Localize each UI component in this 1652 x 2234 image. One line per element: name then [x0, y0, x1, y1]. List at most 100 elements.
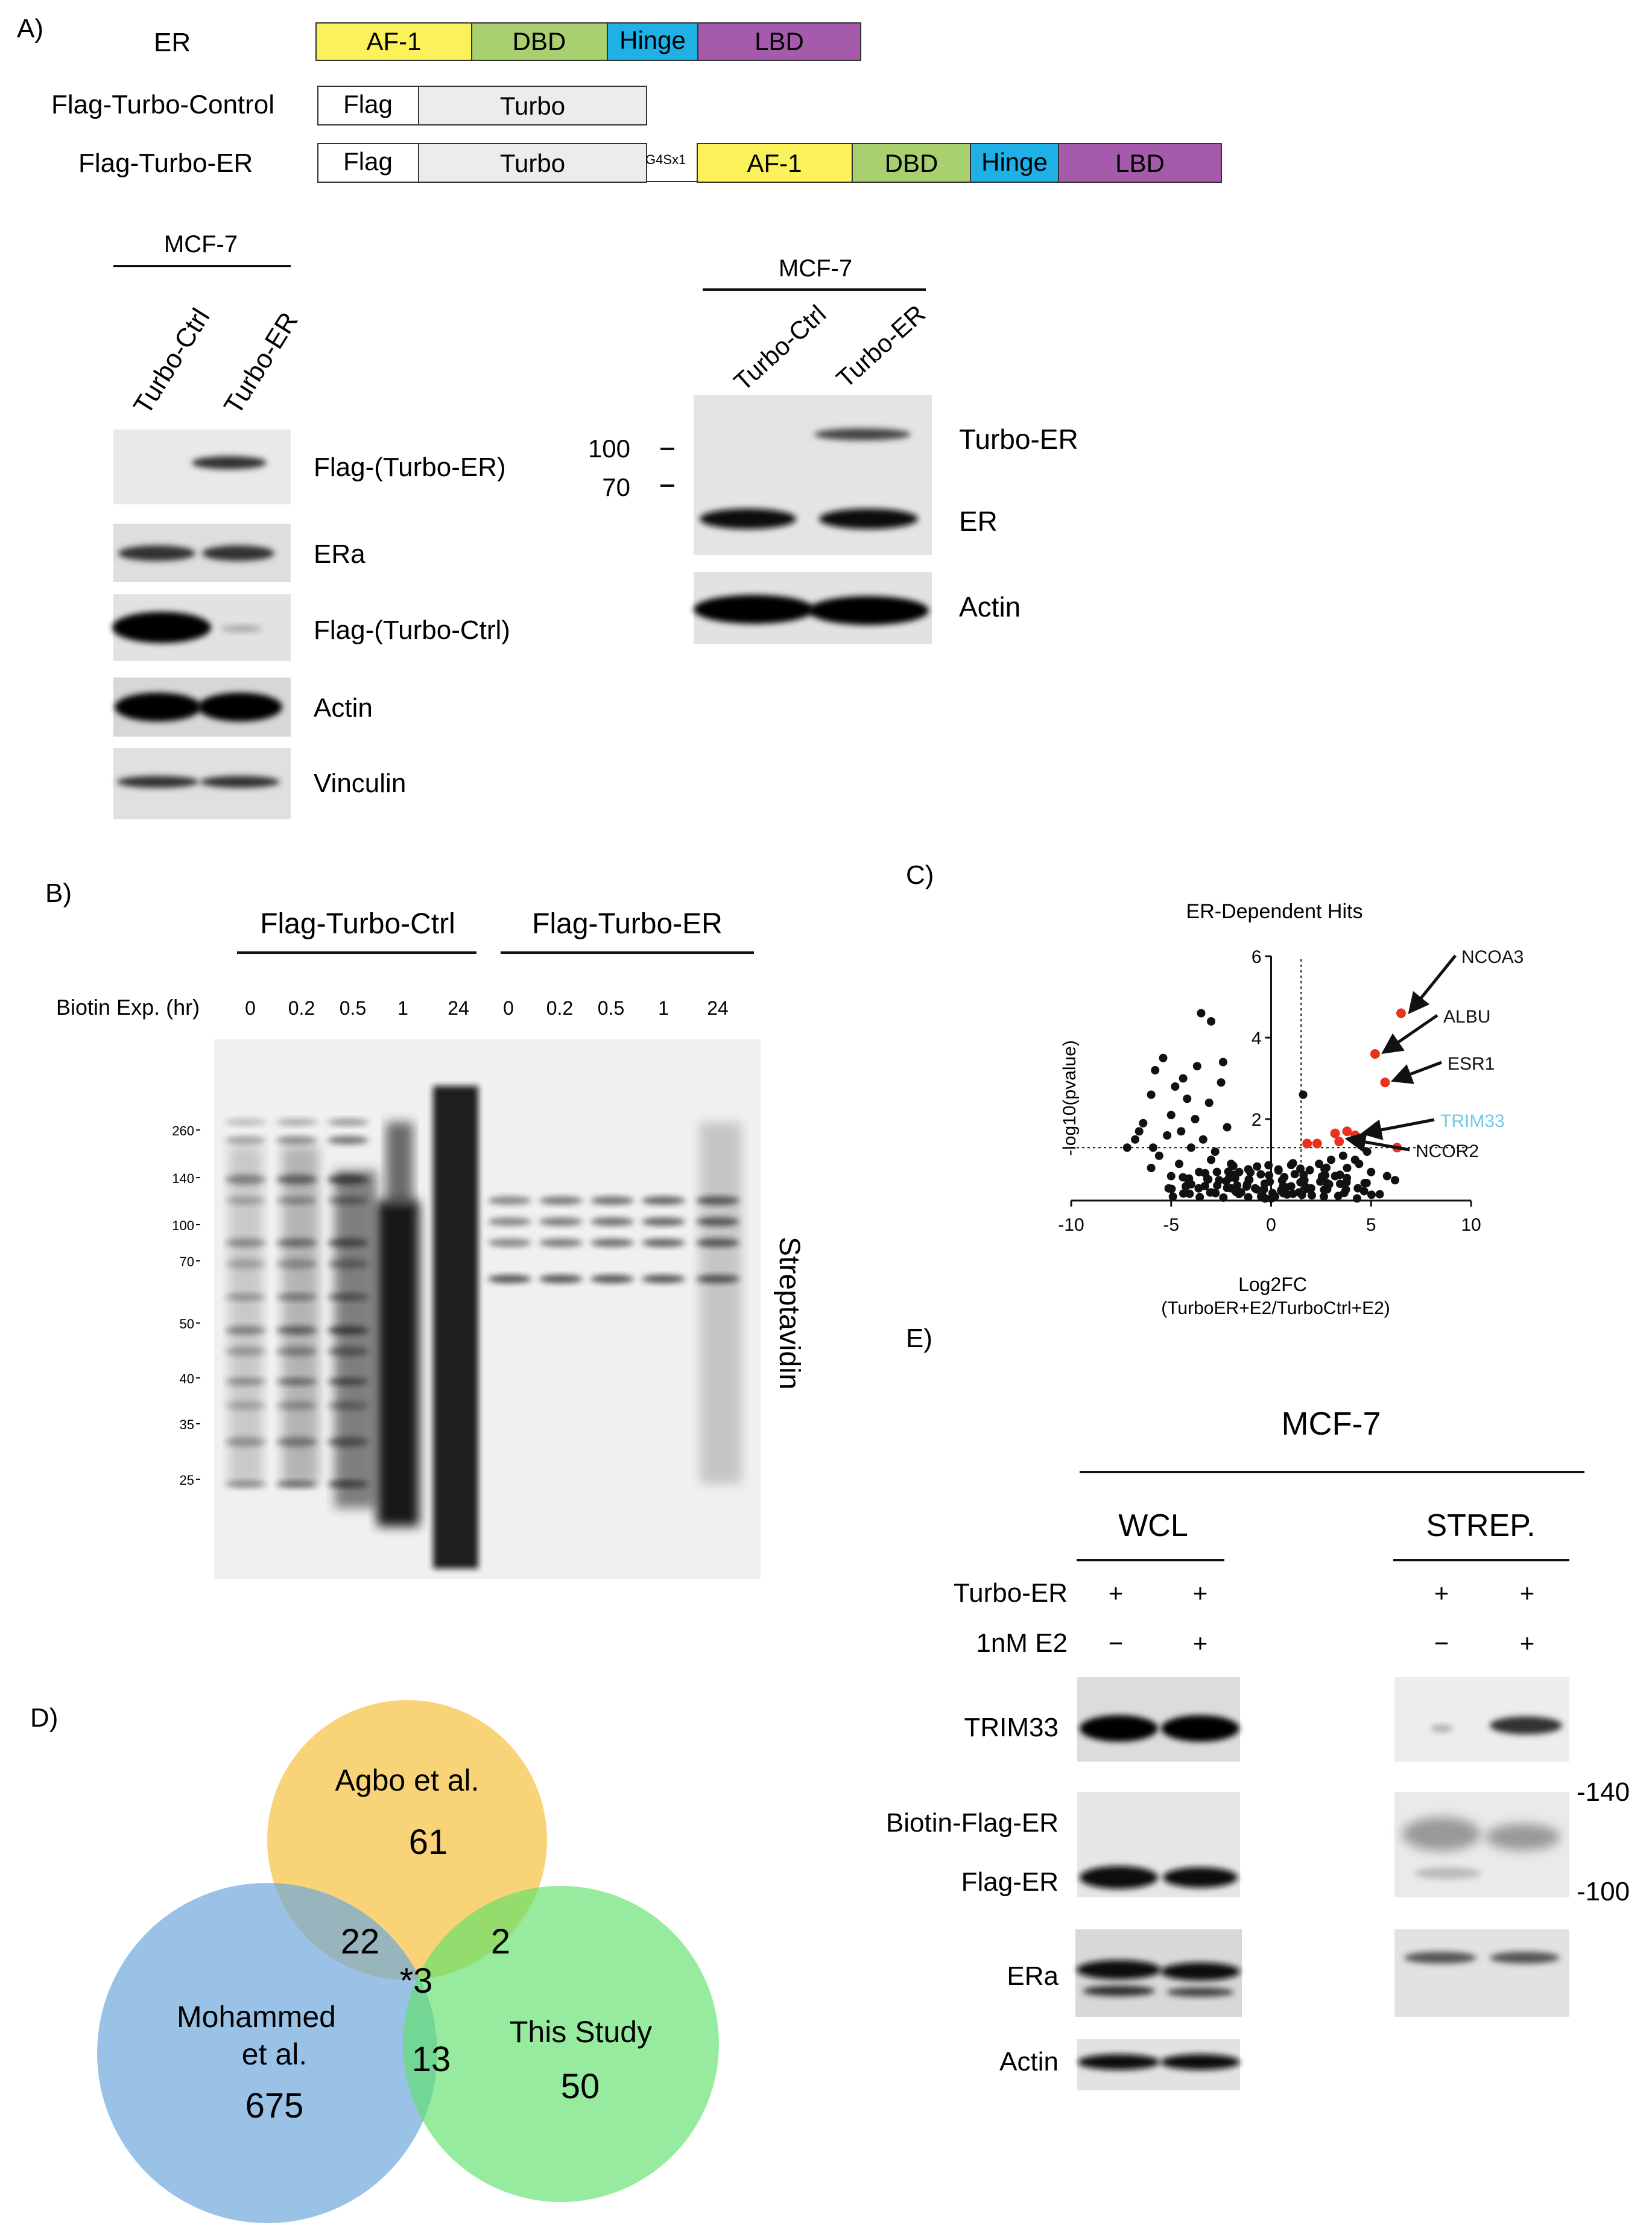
segment-label: Turbo [500, 92, 565, 120]
hit-point [1312, 1138, 1322, 1149]
venn-overlap-all: *3 [400, 1961, 433, 2001]
mw-marker: 40 [180, 1371, 194, 1386]
condition-value: + [1193, 1629, 1208, 1657]
data-point [1168, 1192, 1177, 1201]
segment-label: DBD [513, 27, 566, 56]
construct-er: AF-1 DBD Hinge LBD [315, 22, 861, 61]
data-point [1391, 1176, 1400, 1185]
group-label-strep: STREP. [1426, 1508, 1535, 1543]
data-point [1343, 1164, 1352, 1172]
data-point [1382, 1172, 1391, 1181]
chart-title: ER-Dependent Hits [1186, 900, 1363, 923]
data-point [1274, 1165, 1283, 1174]
data-point [1253, 1162, 1262, 1171]
blot-row-label: Flag-ER [961, 1867, 1059, 1897]
data-point [1288, 1189, 1297, 1198]
data-point [1154, 1151, 1163, 1160]
condition-value: + [1520, 1629, 1535, 1657]
blot1-lane-label: Turbo-Ctrl [128, 303, 216, 420]
group-label: Flag-Turbo-Ctrl [260, 908, 455, 940]
y-tick-label: 4 [1252, 1029, 1262, 1049]
data-point [1207, 1017, 1216, 1026]
venn-overlap-mohammed-this: 13 [412, 2040, 451, 2079]
panel-e: E) MCF-7 WCL STREP. Turbo-ER 1nM E2 + + + +… [886, 1324, 1630, 2090]
data-point [1192, 1062, 1201, 1071]
construct-turbo-er: G4Sx1 Flag Turbo AF-1 DBD Hinge LBD [317, 143, 1222, 183]
data-point [1218, 1058, 1227, 1067]
data-point [1256, 1170, 1265, 1179]
venn-overlap-agbo-this: 2 [491, 1922, 510, 1961]
data-point [1299, 1090, 1308, 1099]
group-label: Flag-Turbo-ER [532, 908, 723, 940]
data-point [1135, 1127, 1144, 1136]
linker-label: G4Sx1 [645, 152, 686, 167]
data-point [1211, 1147, 1220, 1156]
data-point [1290, 1170, 1299, 1179]
time-label: 0 [503, 997, 514, 1019]
blot-row-label: Biotin-Flag-ER [886, 1808, 1059, 1838]
annotation-arrow [1381, 1014, 1438, 1054]
hit-point [1330, 1128, 1340, 1138]
data-point [1268, 1188, 1277, 1198]
data-point [1185, 1189, 1194, 1198]
condition-value: + [1193, 1579, 1208, 1607]
time-label: 24 [707, 997, 729, 1019]
data-point [1163, 1131, 1172, 1140]
condition-label: Turbo-ER [954, 1578, 1068, 1608]
segment-label: Hinge [981, 148, 1048, 176]
hit-point [1334, 1137, 1344, 1147]
segment-label: Flag [343, 90, 393, 118]
data-point [1305, 1166, 1314, 1175]
data-point [1183, 1094, 1192, 1103]
data-point [1186, 1143, 1195, 1152]
blot1-row-label: ERa [314, 539, 366, 569]
mw-marker: 35 [180, 1417, 194, 1432]
data-point [1179, 1173, 1188, 1182]
hit-point [1342, 1126, 1352, 1137]
condition-value: − [1434, 1629, 1449, 1657]
data-point [1147, 1090, 1156, 1099]
annotation-label: ALBU [1443, 1007, 1490, 1027]
panel-a-letter: A) [17, 14, 43, 43]
time-label: 24 [448, 997, 469, 1019]
annotation-label: TRIM33 [1440, 1111, 1505, 1131]
data-point [1228, 1161, 1237, 1170]
streptavidin-label: Streptavidin [773, 1237, 805, 1389]
panel-d: D) Agbo et al. 61 Mohammed et al. 675 Thi… [30, 1700, 719, 2223]
blot2-cell-label: MCF-7 [779, 255, 852, 282]
segment-label: LBD [755, 27, 804, 56]
venn-overlap-agbo-mohammed: 22 [341, 1922, 380, 1961]
data-point [1321, 1171, 1330, 1180]
panel-c-letter: C) [906, 860, 934, 890]
data-point [1194, 1184, 1203, 1193]
mw-marker: 100 [172, 1218, 194, 1233]
time-axis-label: Biotin Exp. (hr) [56, 995, 200, 1020]
construct-name-er: ER [154, 28, 191, 57]
group-label-wcl: WCL [1118, 1508, 1188, 1543]
data-point [1353, 1184, 1362, 1193]
data-point [1179, 1189, 1188, 1198]
data-point [1244, 1175, 1253, 1184]
mw-marker: -140 [1577, 1777, 1630, 1807]
segment-dbd [471, 22, 608, 61]
data-point [1223, 1123, 1232, 1132]
mw-marker: 140 [172, 1171, 194, 1186]
y-tick-label: 2 [1252, 1110, 1262, 1130]
segment-flag [317, 86, 419, 125]
blot2-row-label: Actin [959, 591, 1021, 623]
data-point [1265, 1177, 1274, 1186]
condition-value: + [1520, 1579, 1535, 1607]
hit-point [1302, 1138, 1312, 1149]
segment-label: LBD [1115, 149, 1165, 177]
blot1-lane-label: Turbo-ER [218, 307, 304, 419]
mw-marker: 100 [588, 434, 630, 463]
time-labels: 0 0.2 0.5 1 24 0 0.2 0.5 1 24 [245, 997, 729, 1019]
data-point [1297, 1190, 1306, 1199]
time-label: 0.2 [288, 997, 315, 1019]
time-label: 0.5 [340, 997, 366, 1019]
data-point [1166, 1111, 1176, 1120]
annotation-arrow [1360, 1118, 1435, 1140]
data-point [1122, 1143, 1131, 1152]
data-point [1159, 1053, 1168, 1062]
hit-point [1380, 1077, 1390, 1088]
